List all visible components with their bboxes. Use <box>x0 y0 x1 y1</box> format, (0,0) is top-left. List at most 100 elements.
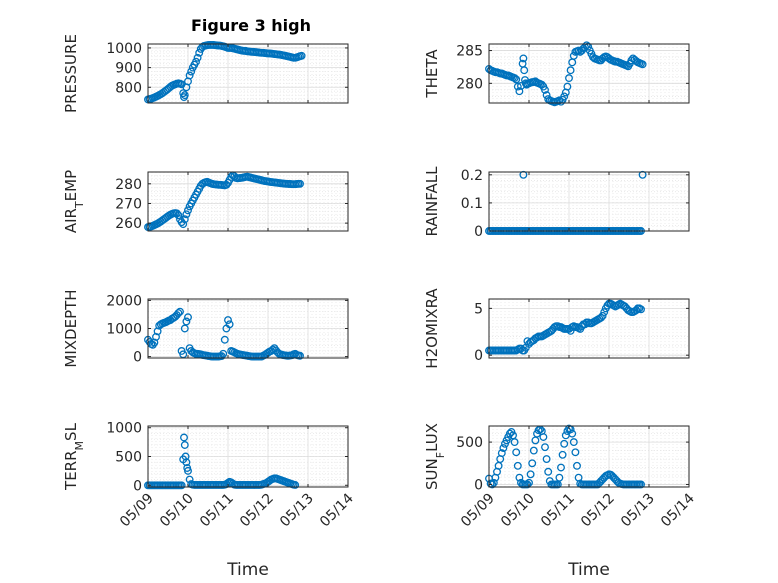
y-axis-label: AIRTEMP <box>62 170 86 233</box>
data-point <box>598 311 607 320</box>
data-point <box>180 91 189 100</box>
y-tick-label: 0 <box>474 477 483 493</box>
axes-h2omixra: 0 5 H2OMIXRA <box>423 288 690 369</box>
data-point <box>555 96 564 105</box>
data-point <box>544 467 553 476</box>
x-axis-label: Time <box>567 560 610 580</box>
axes-frame <box>147 171 349 232</box>
y-axis-label: SUNFLUX <box>423 423 447 490</box>
data-point <box>510 438 519 447</box>
data-point <box>568 429 577 438</box>
data-point <box>515 87 524 96</box>
data-point <box>177 481 186 490</box>
data-point <box>220 335 229 344</box>
data-point <box>297 51 306 60</box>
data-point <box>515 473 524 482</box>
data-point <box>184 313 192 322</box>
data-point <box>172 209 181 218</box>
data-point <box>179 89 188 98</box>
data-point <box>600 308 609 317</box>
y-axis-label: MIXDEPTH <box>62 289 80 367</box>
data-point <box>513 461 522 470</box>
y-tick-label: 1000 <box>106 322 142 338</box>
data-point <box>193 53 202 62</box>
plot-area <box>489 172 689 231</box>
data-point <box>180 324 189 333</box>
data-point <box>560 439 569 448</box>
axes-frame <box>488 425 690 488</box>
axes-rainfall: 0 0.1 0.2 RAINFALL <box>423 166 690 240</box>
data-point <box>571 448 580 457</box>
y-tick-label: 5 <box>474 301 483 317</box>
data-point <box>179 220 188 229</box>
data-point <box>523 480 532 489</box>
data-point <box>225 320 234 329</box>
y-axis-label: H2OMIXRA <box>423 288 441 369</box>
y-tick-label: 0 <box>474 348 483 364</box>
y-axis-label: TERRMSL <box>62 422 86 491</box>
data-point <box>584 42 593 51</box>
axes-airtemp: 260 270 280 AIRTEMP <box>62 170 349 233</box>
data-point <box>566 66 575 75</box>
data-point <box>192 57 200 66</box>
axes-theta: 280 285 THETA <box>423 41 690 107</box>
data-point <box>574 46 583 55</box>
data-point <box>528 459 537 468</box>
axes-mixdepth: 0 1000 2000 MIXDEPTH <box>62 289 349 368</box>
y-tick-label: 260 <box>115 216 142 232</box>
data-point <box>224 316 232 325</box>
y-tick-label: 0 <box>133 478 142 494</box>
data-point <box>638 60 647 69</box>
axes-frame <box>488 43 690 104</box>
data-point <box>180 441 189 449</box>
data-point <box>489 478 498 487</box>
y-tick-label: 280 <box>115 177 142 193</box>
data-point <box>176 307 184 316</box>
data-point <box>542 455 551 463</box>
y-tick-label: 900 <box>115 61 142 77</box>
data-point <box>565 74 573 83</box>
data-point <box>541 443 549 452</box>
y-tick-label: 2000 <box>106 293 142 309</box>
data-point <box>187 67 196 76</box>
data-point <box>513 82 522 91</box>
data-point <box>182 210 191 219</box>
y-tick-label: 500 <box>115 450 142 466</box>
data-point <box>184 206 192 215</box>
data-point <box>563 82 572 91</box>
data-point <box>296 351 304 360</box>
data-point <box>529 446 538 455</box>
data-point <box>180 433 188 442</box>
data-point <box>180 215 189 224</box>
data-point <box>526 470 535 479</box>
y-tick-label: 800 <box>115 80 142 96</box>
y-tick-label: 0.2 <box>461 168 483 184</box>
data-point <box>296 179 304 188</box>
data-point <box>510 74 519 83</box>
y-tick-label: 500 <box>456 435 483 451</box>
data-point <box>184 466 192 475</box>
data-point <box>637 480 645 489</box>
y-axis-label: PRESSURE <box>62 34 80 113</box>
data-point <box>573 461 581 470</box>
data-point <box>555 473 564 482</box>
data-point <box>597 313 605 322</box>
data-point <box>499 444 508 452</box>
data-point <box>291 481 300 489</box>
data-point <box>174 211 183 220</box>
x-axis-label: Time <box>226 560 269 580</box>
data-point <box>520 66 529 75</box>
data-point <box>182 458 191 467</box>
data-point <box>185 71 194 80</box>
y-tick-label: 0.1 <box>461 196 483 212</box>
data-point <box>539 433 548 441</box>
data-point <box>557 463 565 472</box>
data-point <box>512 75 521 84</box>
y-tick-label: 0 <box>133 350 142 366</box>
data-point <box>569 438 578 447</box>
y-tick-label: 0 <box>474 224 483 240</box>
axes-frame <box>147 43 349 104</box>
y-tick-label: 1000 <box>106 421 142 437</box>
data-point <box>219 349 228 358</box>
